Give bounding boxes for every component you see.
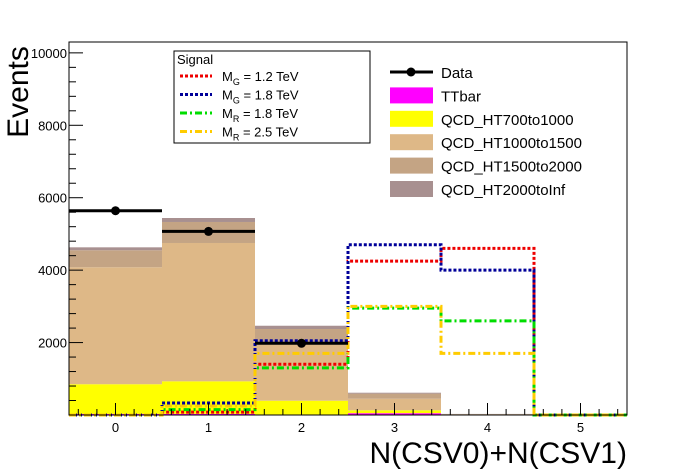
- x-tick-label: 1: [205, 420, 212, 435]
- stack-bar-3-bin-0: [69, 250, 162, 268]
- legend-label-2: QCD_HT1000to1500: [441, 135, 582, 152]
- legend-label-4: QCD_HT2000toInf: [441, 182, 566, 199]
- y-tick-label: 8000: [38, 118, 67, 133]
- background-legend: Data TTbar QCD_HT700to1000 QCD_HT1000to1500…: [390, 65, 582, 199]
- stack-bar-2-bin-1: [162, 242, 255, 382]
- legend-marker-data: [406, 67, 416, 77]
- x-tick-label: 5: [577, 420, 584, 435]
- data-points: [69, 206, 348, 348]
- legend-label-0: TTbar: [441, 88, 481, 105]
- signal-line-3: [69, 304, 627, 417]
- x-tick-label: 2: [298, 420, 305, 435]
- stack-bar-2-bin-0: [69, 267, 162, 385]
- signal-legend-label-3: MR = 2.5 TeV: [222, 125, 298, 143]
- stack-bar-3-bin-3: [348, 393, 441, 399]
- signal-line-1: [69, 243, 627, 417]
- legend-label-3: QCD_HT1500to2000: [441, 159, 582, 176]
- legend-label-1: QCD_HT700to1000: [441, 112, 574, 129]
- y-tick-label: 10000: [31, 46, 67, 61]
- y-tick-label: 4000: [38, 263, 67, 278]
- signal-legend-label-1: MG = 1.8 TeV: [222, 88, 299, 106]
- stack-bar-4-bin-1: [162, 217, 255, 222]
- stacked-histograms: [69, 217, 534, 415]
- legend-swatch-3: [390, 157, 433, 174]
- signal-histograms: [69, 243, 627, 417]
- x-tick-label: 0: [112, 420, 119, 435]
- stack-bar-4-bin-2: [255, 325, 348, 329]
- data-point-0: [111, 206, 120, 216]
- y-axis-label: Events: [2, 46, 35, 138]
- legend-label-data: Data: [441, 65, 473, 82]
- stack-bar-3-bin-2: [255, 328, 348, 344]
- axes: 0 1 2 3 4 5 2000 4000 6000 8000 10000: [31, 41, 628, 435]
- legend-swatch-2: [390, 134, 433, 151]
- signal-legend-label-0: MG = 1.2 TeV: [222, 69, 299, 87]
- legend-swatch-0: [390, 87, 433, 104]
- x-tick-label: 3: [391, 420, 398, 435]
- stack-bar-4-bin-0: [69, 247, 162, 251]
- stack-bar-4-bin-3: [348, 392, 441, 394]
- legend-swatch-1: [390, 110, 433, 127]
- signal-legend-title: Signal: [177, 52, 213, 67]
- signal-legend-label-2: MR = 1.8 TeV: [222, 106, 298, 124]
- x-axis-label: N(CSV0)+N(CSV1): [369, 437, 627, 470]
- y-tick-label: 2000: [38, 336, 67, 351]
- data-point-1: [204, 226, 213, 236]
- data-point-2: [297, 338, 306, 348]
- plot-frame: [68, 41, 628, 416]
- x-tick-label: 4: [484, 420, 491, 435]
- y-tick-label: 6000: [38, 191, 67, 206]
- legend-swatch-4: [390, 181, 433, 197]
